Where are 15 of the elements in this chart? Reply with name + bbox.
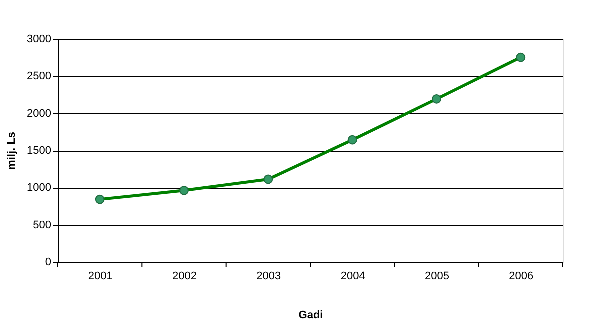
y-tick-label: 3000: [27, 34, 52, 46]
y-axis-title: milj. Ls: [6, 132, 18, 170]
x-tick-label: 2005: [425, 270, 450, 282]
x-tick-label: 2002: [172, 270, 197, 282]
y-tick-label: 500: [33, 219, 52, 232]
x-tick-label: 2006: [509, 270, 534, 282]
x-axis-title: Gadi: [298, 310, 324, 322]
y-tick-label: 2000: [27, 108, 52, 120]
y-tick-label: 2500: [27, 70, 52, 83]
y-tick-label: 0: [45, 256, 52, 268]
x-tick-label: 2004: [340, 270, 366, 282]
x-tick-label: 2003: [256, 270, 282, 282]
y-tick-label: 1500: [27, 145, 52, 157]
x-tick-label: 2001: [88, 270, 113, 282]
y-tick-label: 1000: [27, 182, 52, 194]
